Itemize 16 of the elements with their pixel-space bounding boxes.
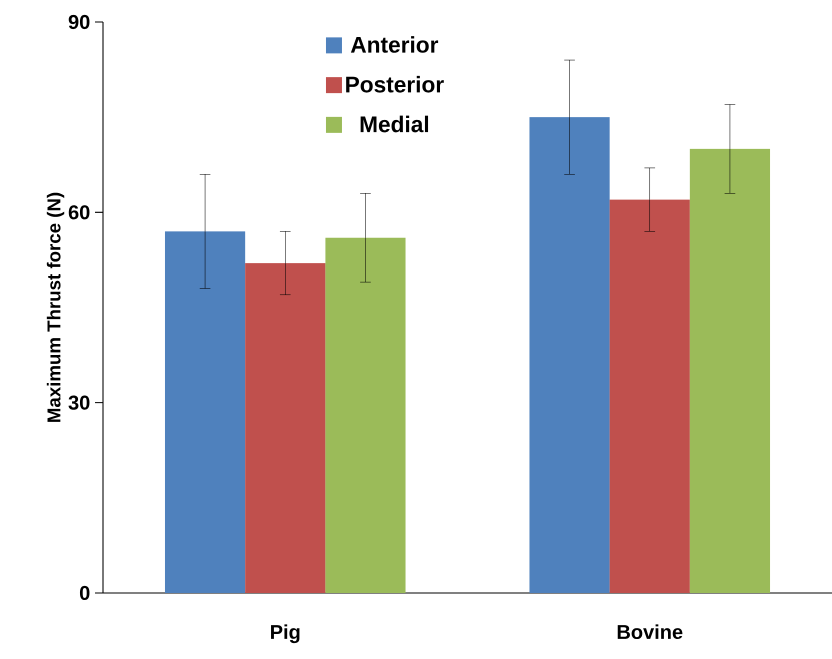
legend-label: Medial <box>360 116 428 132</box>
bar <box>245 263 326 593</box>
legend-label: Posterior <box>346 76 444 93</box>
bar <box>529 117 610 593</box>
y-tick-label: 90 <box>68 14 90 30</box>
bar <box>164 231 246 593</box>
y-tick-label: 30 <box>68 396 90 410</box>
bar <box>325 238 406 593</box>
legend-label: Anterior <box>350 36 438 53</box>
bar <box>610 200 690 593</box>
bar <box>690 148 770 593</box>
y-axis-title: Maximum Thrust force (N) <box>46 192 64 422</box>
y-tick-label: 0 <box>80 586 90 600</box>
y-tick-label: 60 <box>68 205 90 220</box>
x-tick-label: Pig <box>271 624 300 644</box>
x-tick-label: Bovine <box>618 624 682 640</box>
